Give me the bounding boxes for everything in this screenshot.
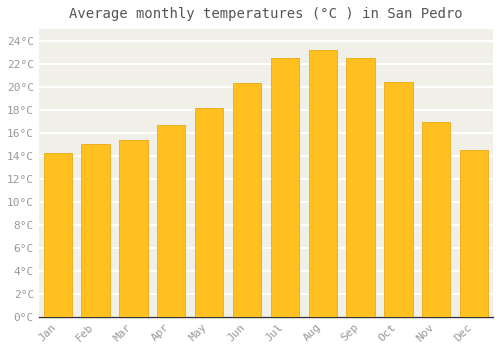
Bar xyxy=(195,108,224,317)
Bar xyxy=(460,150,488,317)
Bar xyxy=(308,50,337,317)
Title: Average monthly temperatures (°C ) in San Pedro: Average monthly temperatures (°C ) in Sa… xyxy=(69,7,462,21)
Bar xyxy=(44,153,72,317)
Bar xyxy=(233,83,261,317)
Bar xyxy=(346,58,375,317)
Bar xyxy=(270,58,299,317)
Bar xyxy=(82,144,110,317)
Bar xyxy=(119,140,148,317)
Bar xyxy=(422,122,450,317)
Bar xyxy=(384,82,412,317)
Bar xyxy=(157,125,186,317)
